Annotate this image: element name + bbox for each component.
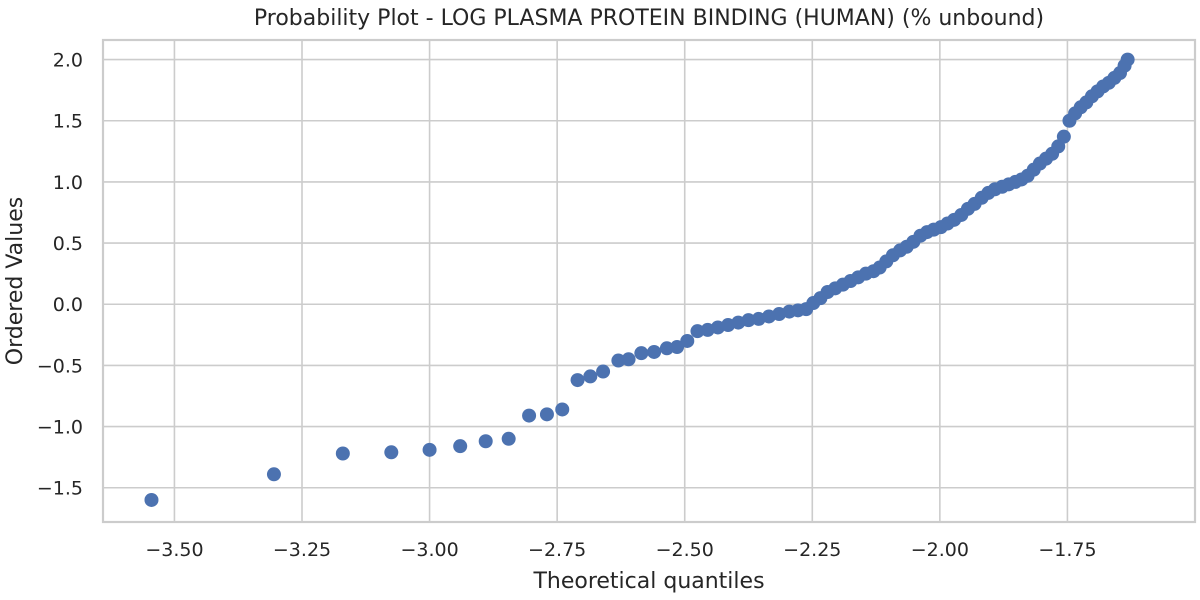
x-tick-label: −1.75 bbox=[1038, 539, 1096, 561]
points-layer bbox=[144, 52, 1135, 507]
data-point bbox=[670, 340, 685, 355]
data-point bbox=[634, 346, 649, 361]
data-point bbox=[522, 408, 537, 423]
data-point bbox=[741, 313, 756, 328]
data-point bbox=[621, 352, 636, 367]
y-tick-label: −1.0 bbox=[37, 417, 83, 439]
y-tick-label: −1.5 bbox=[37, 478, 83, 500]
data-point bbox=[555, 402, 570, 417]
data-point bbox=[680, 333, 695, 348]
x-tick-label: −2.75 bbox=[528, 539, 586, 561]
x-tick-label: −3.25 bbox=[273, 539, 331, 561]
y-tick-label: 0.5 bbox=[53, 233, 83, 255]
data-point bbox=[453, 439, 468, 454]
data-point bbox=[539, 407, 554, 422]
data-point bbox=[1120, 52, 1135, 67]
data-point bbox=[611, 353, 626, 368]
x-axis-label: Theoretical quantiles bbox=[532, 569, 764, 594]
data-point bbox=[570, 373, 585, 388]
grid-layer bbox=[103, 40, 1195, 522]
data-point bbox=[659, 341, 674, 356]
data-point bbox=[583, 369, 598, 384]
data-point bbox=[478, 434, 493, 449]
y-tick-label: 1.5 bbox=[53, 111, 83, 133]
x-tick-label: −2.25 bbox=[783, 539, 841, 561]
y-tick-label: 0.0 bbox=[53, 294, 83, 316]
data-point bbox=[335, 446, 350, 461]
x-tick-label: −2.00 bbox=[911, 539, 969, 561]
data-point bbox=[422, 442, 437, 457]
x-tick-label: −3.00 bbox=[400, 539, 458, 561]
data-point bbox=[690, 324, 705, 339]
x-tick-labels: −3.50 −3.25 −3.00 −2.75 −2.50 −2.25 −2.00 −1.75 bbox=[145, 539, 1096, 561]
data-point bbox=[501, 431, 516, 446]
x-tick-label: −3.50 bbox=[145, 539, 203, 561]
plot-frame bbox=[101, 38, 1197, 524]
data-point bbox=[596, 364, 611, 379]
y-tick-labels: −1.5 −1.0 −0.5 0.0 0.5 1.0 1.5 2.0 bbox=[37, 50, 83, 500]
y-tick-label: 2.0 bbox=[53, 50, 83, 72]
y-axis-label: Ordered Values bbox=[3, 197, 28, 365]
data-point bbox=[144, 492, 159, 507]
y-tick-label: −0.5 bbox=[37, 355, 83, 377]
x-tick-label: −2.50 bbox=[656, 539, 714, 561]
data-point bbox=[647, 344, 662, 359]
y-tick-label: 1.0 bbox=[53, 172, 83, 194]
data-point bbox=[1056, 129, 1071, 144]
chart-title: Probability Plot - LOG PLASMA PROTEIN BI… bbox=[254, 6, 1044, 31]
data-point bbox=[266, 467, 281, 482]
data-point bbox=[384, 445, 399, 460]
